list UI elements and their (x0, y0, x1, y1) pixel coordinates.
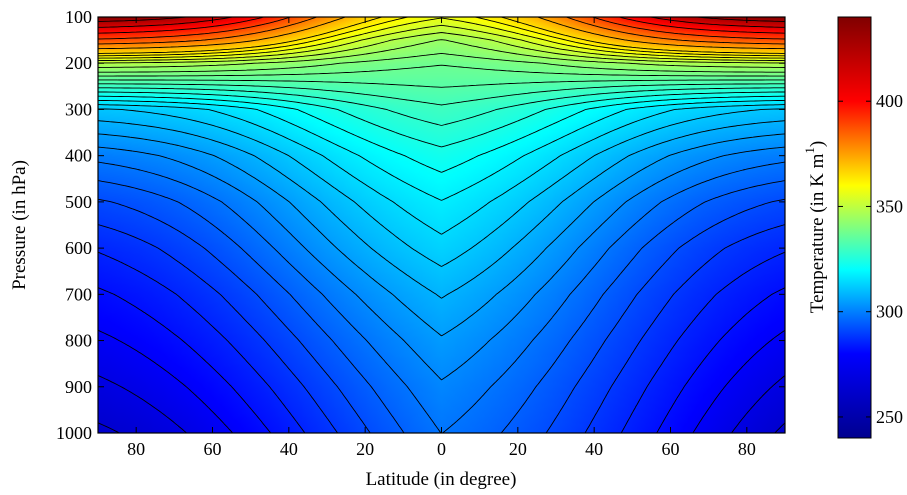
y-tick-label: 600 (65, 238, 92, 258)
colorbar-title: Temperature (in K m1) (802, 141, 828, 313)
contour-line-410 (98, 17, 785, 34)
contour-line-284 (98, 180, 785, 433)
contour-line-400 (98, 17, 785, 40)
x-tick-label: 0 (437, 439, 446, 459)
contour-line-268 (98, 287, 785, 433)
contour-line-332 (98, 79, 785, 88)
contour-line-264 (98, 329, 785, 433)
colorbar-title-text: Temperature (in K m (807, 153, 828, 313)
x-tick-label: 20 (356, 439, 374, 459)
contour-line-312 (98, 99, 785, 201)
contour-line-272 (98, 251, 785, 433)
x-tick-label: 40 (280, 439, 298, 459)
x-axis-title: Latitude (in degree) (366, 469, 517, 490)
y-tick-label: 500 (65, 192, 92, 212)
contour-line-316 (98, 95, 785, 173)
x-tick-label: 60 (204, 439, 222, 459)
contour-line-260 (98, 375, 785, 433)
contour-line-288 (98, 161, 785, 433)
contour-line-324 (98, 87, 785, 126)
contour-line-328 (98, 83, 785, 106)
contour-line-320 (98, 91, 785, 148)
contour-line-355 (98, 24, 785, 62)
contour-line-336 (98, 64, 785, 77)
contour-line-350 (98, 32, 785, 64)
contour-line-296 (98, 133, 785, 337)
colorbar-tick-label: 250 (876, 407, 903, 427)
y-tick-label: 1000 (56, 423, 92, 443)
contour-line-390 (98, 17, 785, 45)
x-axis: 80 60 40 20 0 20 40 60 80 (127, 17, 756, 459)
colorbar-title-superscript: 1 (802, 147, 817, 154)
y-axis-title: Pressure (in hPa) (9, 160, 30, 290)
colorbar-tick-label: 400 (876, 91, 903, 111)
contour-line-276 (98, 224, 785, 433)
contour-lines (98, 17, 785, 433)
contour-line-292 (98, 146, 785, 381)
x-tick-label: 40 (585, 439, 603, 459)
contour-line-280 (98, 198, 785, 433)
contour-line-365 (98, 17, 785, 57)
x-tick-label: 80 (738, 439, 756, 459)
contour-plot (97, 16, 786, 434)
contour-line-370 (98, 17, 785, 54)
y-tick-label: 400 (65, 146, 92, 166)
y-tick-label: 800 (65, 331, 92, 351)
y-tick-label: 700 (65, 284, 92, 304)
colorbar-ticks: 250 300 350 400 (838, 91, 903, 427)
contour-line-308 (98, 104, 785, 235)
y-tick-label: 200 (65, 53, 92, 73)
contour-line-360 (98, 17, 785, 59)
temperature-field (98, 17, 785, 433)
x-tick-label: 20 (509, 439, 527, 459)
x-tick-label: 60 (662, 439, 680, 459)
colorbar-tick-label: 300 (876, 302, 903, 322)
y-tick-label: 300 (65, 99, 92, 119)
colorbar: 250 300 350 400 Temperature (in K m1) (802, 16, 903, 439)
contour-line-420 (98, 17, 785, 28)
x-tick-label: 80 (127, 439, 145, 459)
contour-line-345 (98, 39, 785, 68)
y-tick-label: 900 (65, 377, 92, 397)
y-axis: 100 200 300 400 500 600 700 800 900 1000 (56, 7, 785, 443)
y-tick-label: 100 (65, 7, 92, 27)
colorbar-bar (837, 16, 872, 439)
contour-line-340 (98, 52, 785, 73)
colorbar-tick-label: 350 (876, 196, 903, 216)
colorbar-title-close: ) (807, 141, 828, 147)
contour-line-380 (98, 17, 785, 50)
contour-line-300 (98, 120, 785, 299)
